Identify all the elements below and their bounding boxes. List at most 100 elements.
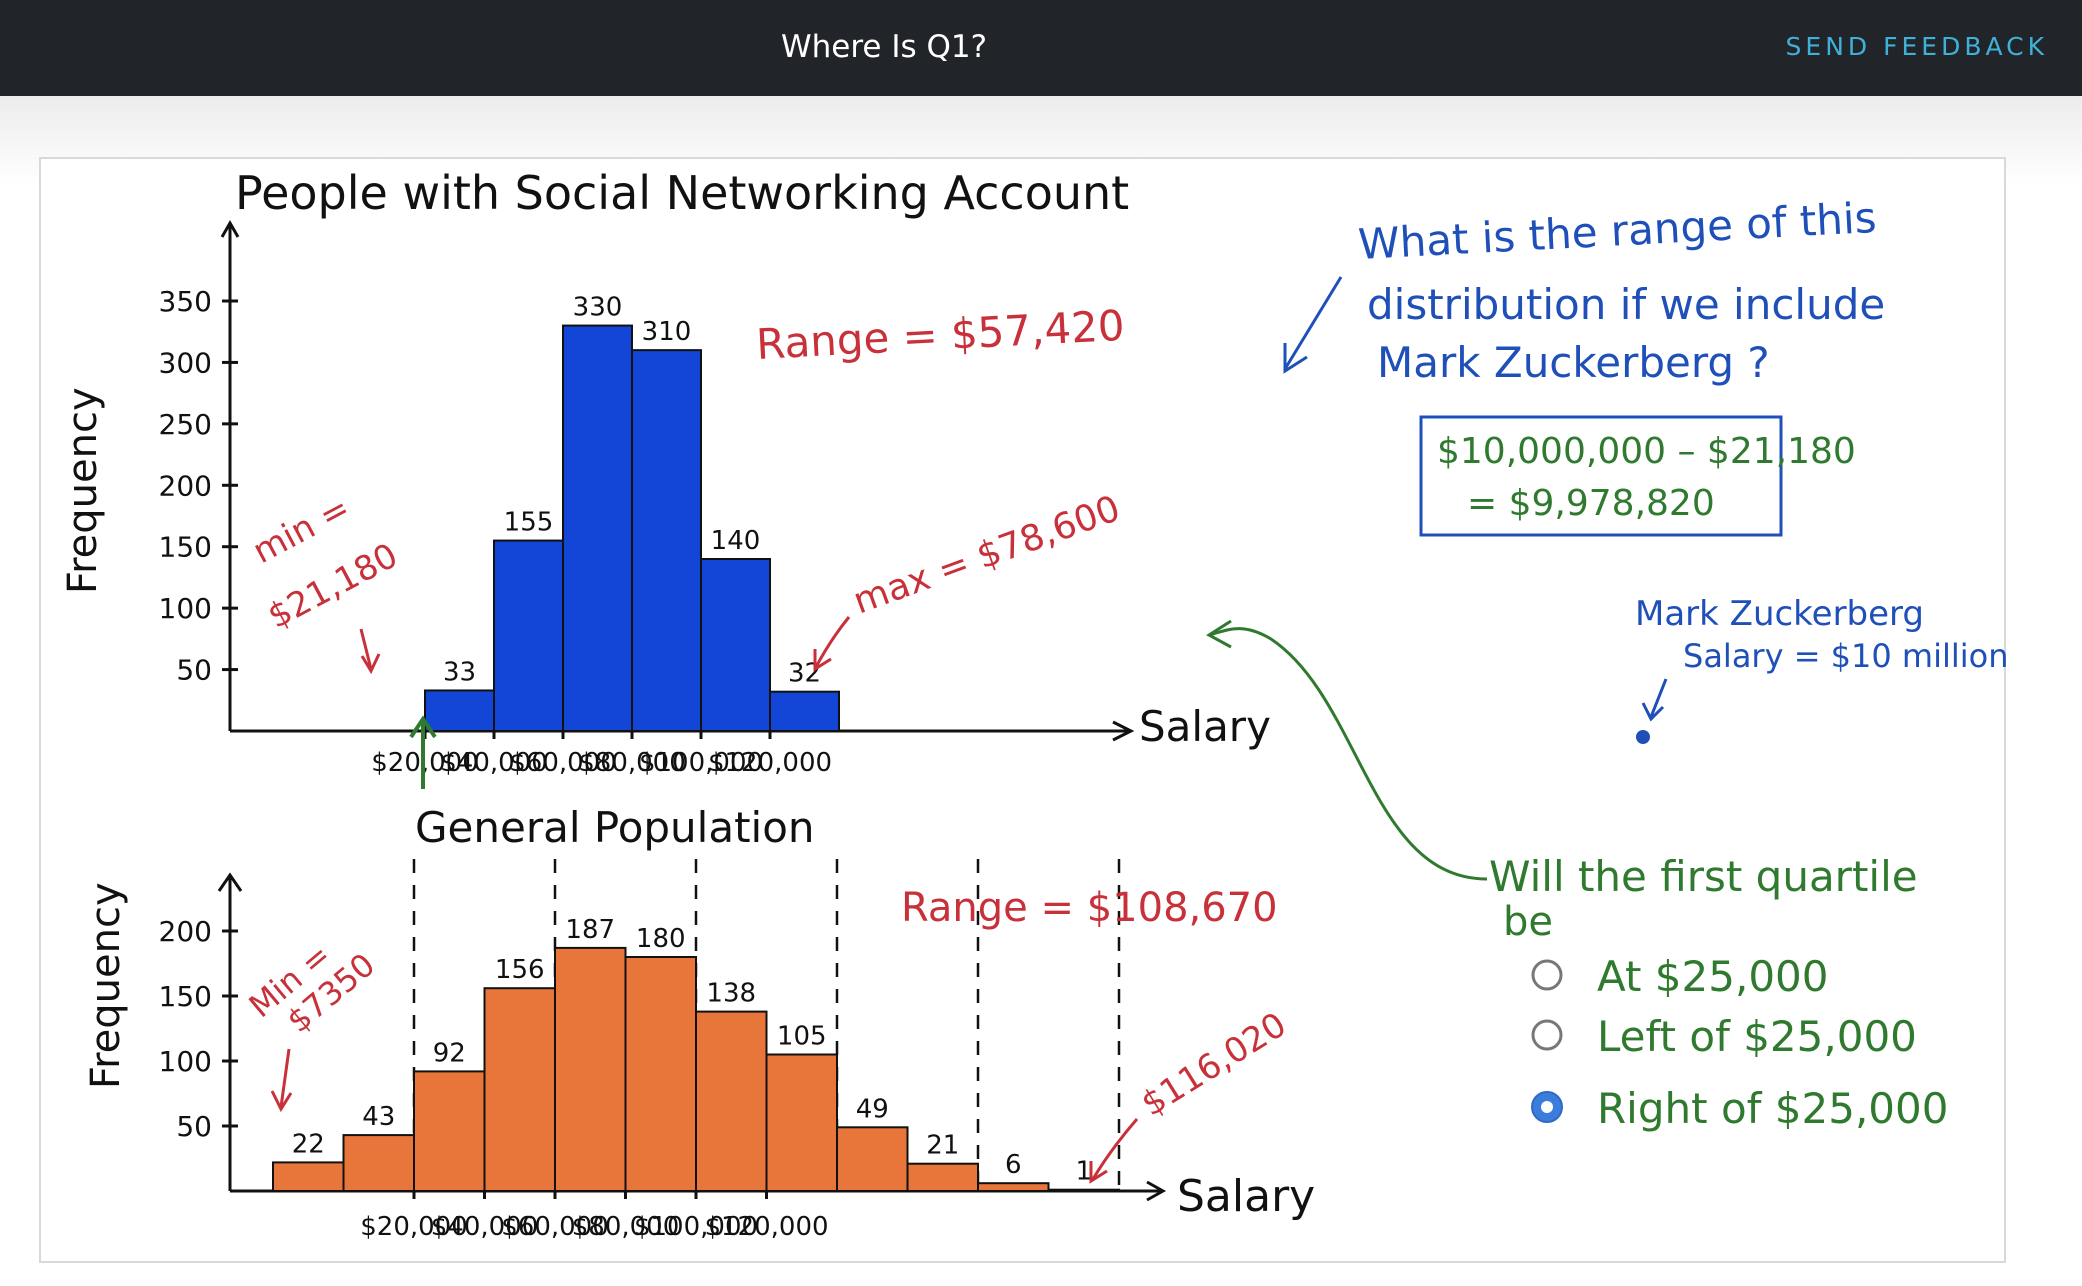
top-x-arrow — [1112, 720, 1135, 742]
top-y-label: Frequency — [60, 387, 106, 594]
top-ytick-label-7: 50 — [176, 654, 212, 687]
bottom-bar-3 — [413, 1070, 486, 1193]
quiz-option-2[interactable]: Left of $25,000 — [1531, 1012, 1917, 1061]
bottom-x-ticks: $20,000$40,000$60,000$80,000$100,000$120… — [360, 1183, 829, 1242]
bottom-bar-label-1: 22 — [292, 1129, 325, 1159]
question-line-2: distribution if we include — [1367, 280, 1885, 329]
bottom-bar-12 — [1047, 1188, 1120, 1192]
option-3-label[interactable]: Right of $25,000 — [1597, 1084, 1948, 1133]
bottom-bar-1 — [272, 1161, 345, 1193]
lesson-title: Where Is Q1? — [780, 29, 988, 65]
top-bar-3 — [562, 324, 633, 732]
option-1-label[interactable]: At $25,000 — [1597, 952, 1829, 1001]
quiz-option-1[interactable]: At $25,000 — [1531, 952, 1829, 1001]
send-feedback-link[interactable]: SEND FEEDBACK — [1785, 32, 2048, 61]
bottom-min-arrow — [279, 1048, 291, 1108]
bottom-y-label: Frequency — [83, 882, 129, 1089]
bottom-bar-label-9: 49 — [856, 1094, 889, 1124]
quiz-line-2: be — [1503, 899, 1553, 945]
option-3-radio-dot — [1541, 1101, 1553, 1113]
bottom-chart: General Population Salary Frequency 200 1… — [83, 803, 1315, 1242]
bottom-bar-label-2: 43 — [362, 1102, 395, 1132]
top-max-note: max = $78,600 — [848, 488, 1125, 622]
bottom-ytick-label-3: 100 — [159, 1045, 212, 1078]
quiz-line-1: Will the first quartile — [1489, 852, 1918, 901]
video-frame[interactable]: People with Social Networking Account Sa… — [39, 157, 2008, 1263]
top-bar-6 — [769, 690, 840, 733]
top-xtick-label-6: $120,000 — [708, 748, 832, 778]
top-ytick-label-3: 250 — [159, 408, 212, 441]
bottom-xtick-label-3: $60,000 — [501, 1212, 609, 1242]
top-x-label: Salary — [1139, 702, 1271, 751]
answer-box — [1419, 415, 1783, 537]
option-1-radio[interactable] — [1531, 959, 1563, 991]
quiz-option-3[interactable]: Right of $25,000 — [1531, 1084, 1948, 1133]
bottom-y-ticks: 200 150 100 50 — [159, 915, 238, 1143]
bottom-bar-label-7: 138 — [706, 979, 756, 1009]
bottom-bar-label-11: 6 — [1005, 1150, 1022, 1180]
quiz-question: Will the first quartile be — [1206, 619, 1918, 945]
top-bar-1 — [424, 689, 495, 733]
top-bar: Where Is Q1? SEND FEEDBACK — [0, 0, 2082, 96]
quiz-connector-arrow — [1208, 627, 1488, 881]
top-ytick-label-1: 350 — [159, 285, 212, 318]
bottom-ytick-label-1: 200 — [159, 915, 212, 948]
top-min-arrowhead — [360, 653, 381, 675]
bottom-xtick-label-6: $120,000 — [704, 1212, 828, 1242]
zuck-arrow — [1649, 678, 1668, 718]
top-ytick-label-6: 100 — [159, 592, 212, 625]
top-y-ticks: 350 300 250 200 150 100 50 — [159, 285, 238, 687]
top-bar-label-3: 330 — [573, 293, 623, 323]
option-2-radio[interactable] — [1531, 1019, 1563, 1051]
answer-line-1: $10,000,000 – $21,180 — [1437, 431, 1856, 472]
question-arrow — [1283, 276, 1343, 370]
bottom-bar-label-8: 105 — [777, 1022, 827, 1052]
bottom-bar-label-4: 156 — [495, 955, 545, 985]
bottom-xtick-label-4: $80,000 — [572, 1212, 680, 1242]
question-arrowhead — [1283, 343, 1308, 374]
bottom-bar-5 — [554, 946, 627, 1193]
bottom-bar-11 — [977, 1182, 1050, 1192]
quiz-connector-arrowhead — [1206, 619, 1232, 649]
top-bar-5 — [700, 558, 771, 732]
bottom-bar-label-3: 92 — [433, 1038, 466, 1068]
bottom-x-label: Salary — [1177, 1171, 1315, 1222]
bottom-chart-title: General Population — [415, 803, 815, 852]
q1-marker-arrowhead — [409, 715, 437, 739]
top-max-arrow — [814, 616, 851, 668]
zuck-point — [1636, 730, 1650, 744]
bottom-bar-label-12: 1 — [1075, 1157, 1092, 1187]
bottom-bar-7 — [695, 1010, 768, 1192]
top-xtick-label-3: $60,000 — [509, 748, 617, 778]
bottom-min-arrowhead — [270, 1090, 293, 1113]
bottom-max-note: $116,020 — [1135, 1005, 1294, 1125]
top-ytick-label-4: 200 — [159, 469, 212, 502]
top-bar-label-1: 33 — [443, 657, 476, 687]
top-xtick-label-2: $40,000 — [440, 748, 548, 778]
top-range-note: Range = $57,420 — [755, 301, 1126, 369]
bottom-bar-8 — [765, 1053, 838, 1192]
top-bar-label-2: 155 — [504, 508, 554, 538]
bottom-max-arrow — [1091, 1118, 1139, 1180]
bottom-ytick-label-2: 150 — [159, 980, 212, 1013]
bottom-bar-10 — [906, 1162, 979, 1193]
answer-line-2: = $9,978,820 — [1467, 483, 1715, 524]
bottom-y-arrow — [217, 872, 243, 892]
bottom-xtick-label-5: $100,000 — [634, 1212, 758, 1242]
question-line-3: Mark Zuckerberg ? — [1377, 338, 1770, 387]
top-min-arrow — [359, 628, 373, 670]
whiteboard-drawing: People with Social Networking Account Sa… — [60, 166, 2008, 1242]
bottom-max-arrowhead — [1089, 1161, 1108, 1184]
bottom-bar-2 — [342, 1134, 415, 1192]
top-xtick-label-5: $100,000 — [639, 748, 763, 778]
top-chart-title: People with Social Networking Account — [235, 166, 1129, 220]
bottom-range-note: Range = $108,670 — [901, 885, 1278, 931]
top-ytick-label-5: 150 — [159, 531, 212, 564]
top-chart: People with Social Networking Account Sa… — [60, 166, 1271, 778]
option-2-label[interactable]: Left of $25,000 — [1597, 1012, 1917, 1061]
top-y-arrow — [220, 219, 240, 238]
range-question: What is the range of this distribution i… — [1283, 193, 2008, 744]
top-bar-label-4: 310 — [642, 317, 692, 347]
bottom-ytick-label-4: 50 — [176, 1110, 212, 1143]
